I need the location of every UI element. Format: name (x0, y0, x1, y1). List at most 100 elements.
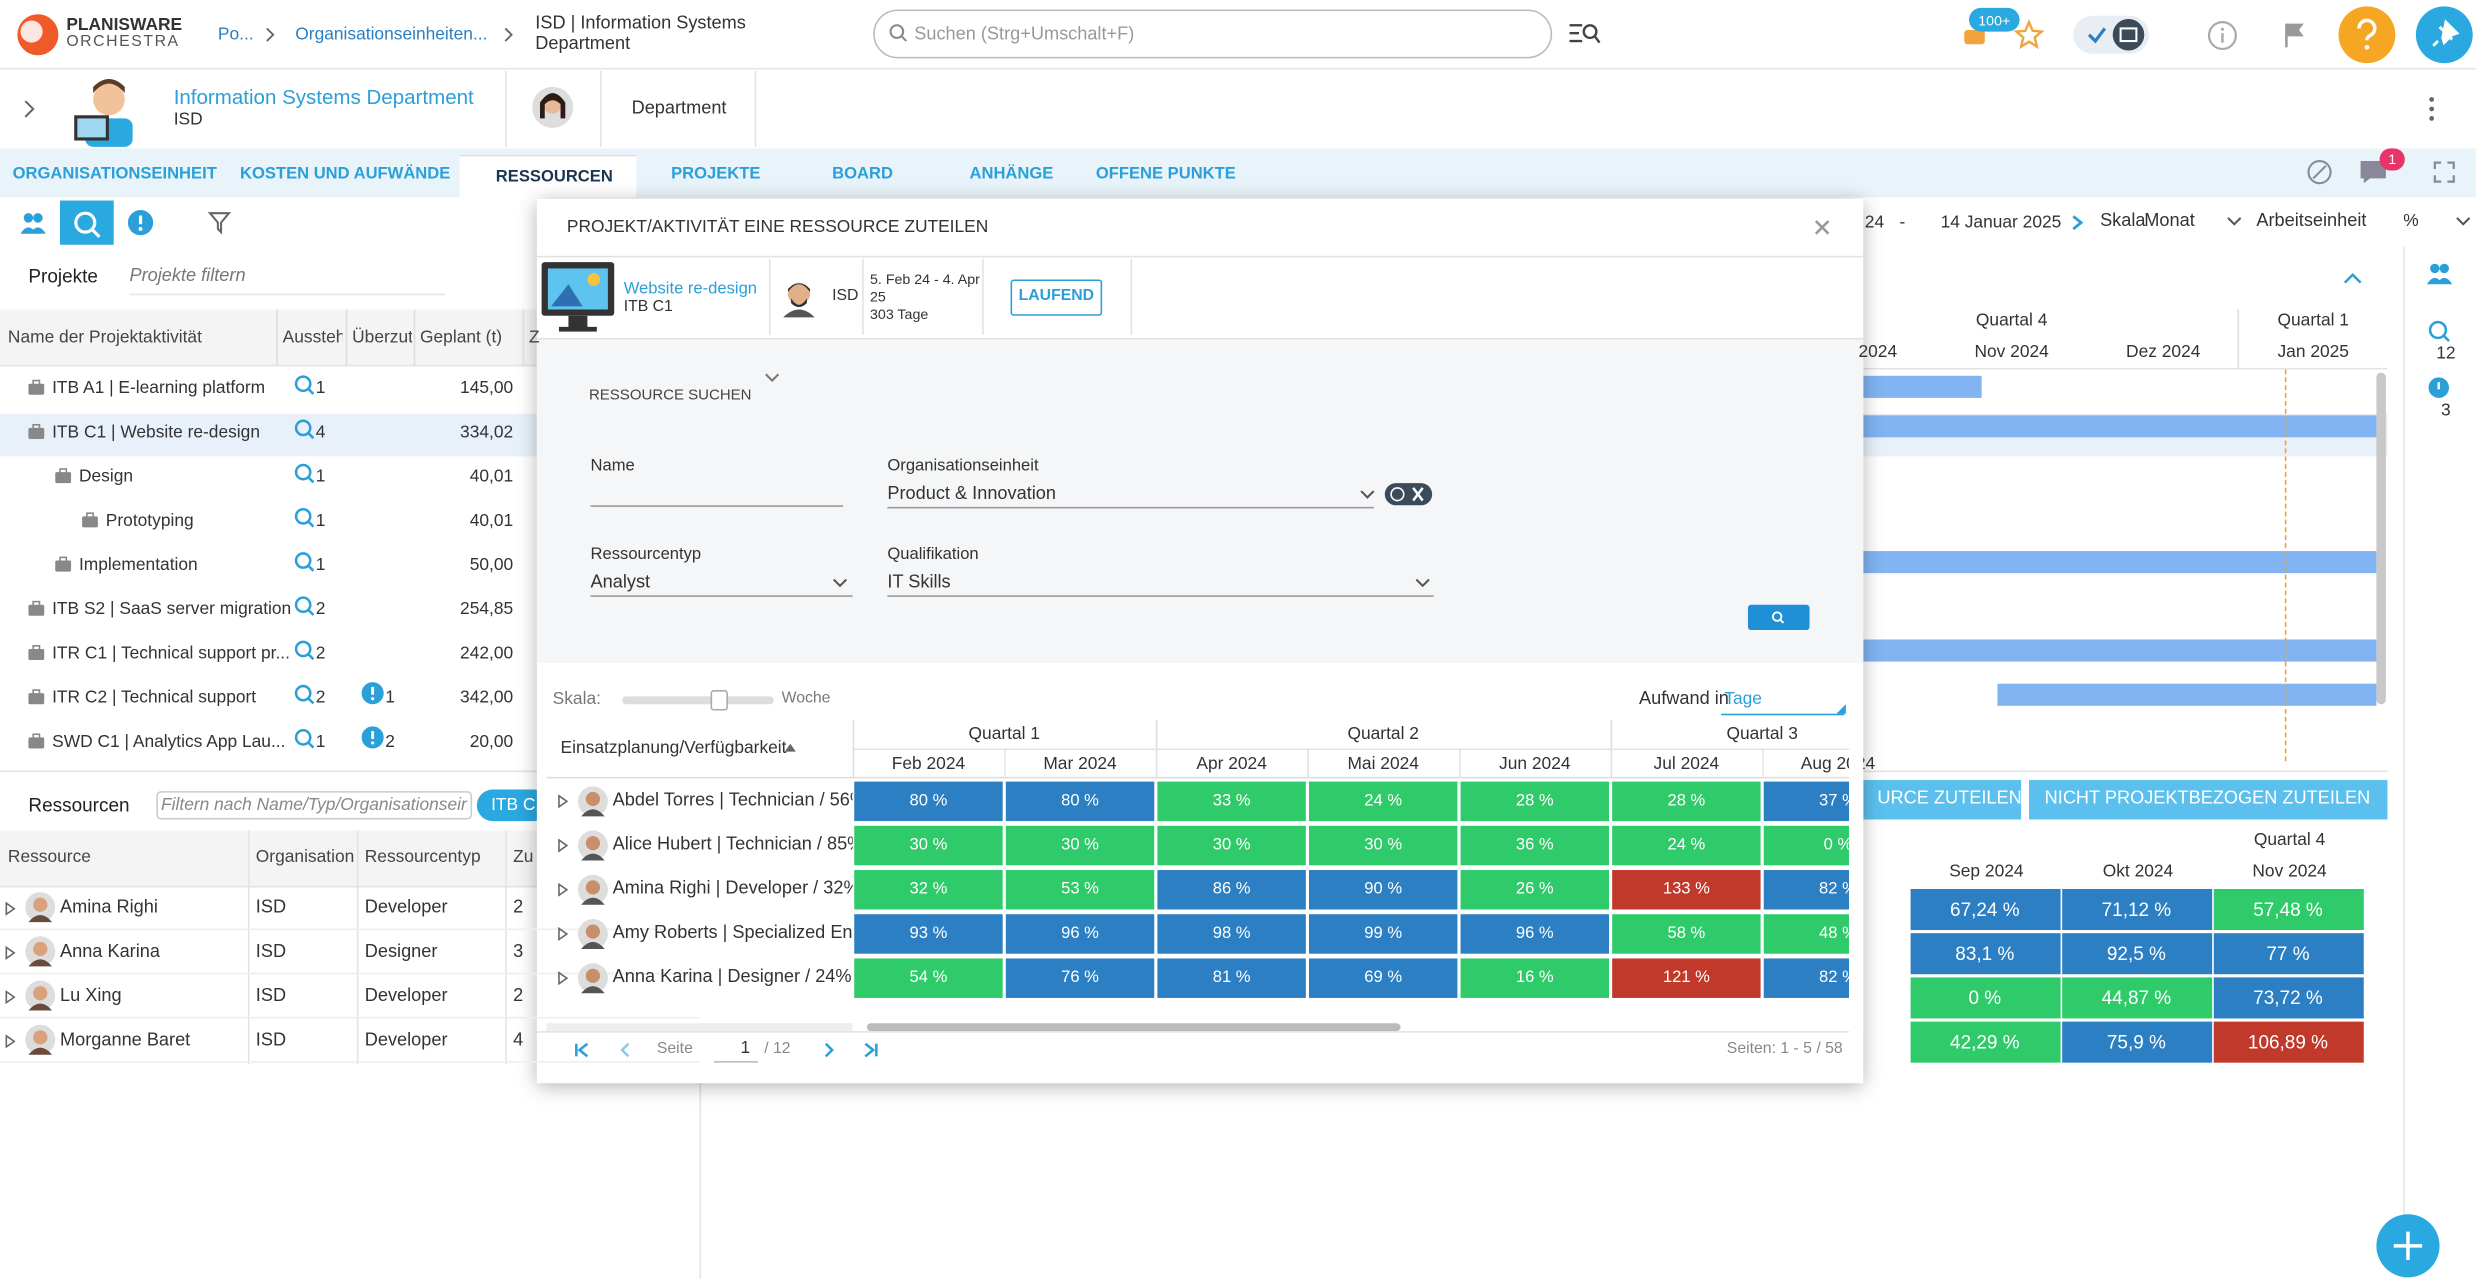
resource-avatar (578, 963, 608, 993)
column-header: Zu (513, 846, 537, 868)
tab[interactable]: KOSTEN UND AUFWÄNDE (240, 163, 450, 185)
next-icon[interactable] (2072, 215, 2085, 231)
effort-value[interactable]: Tage (1724, 688, 1762, 710)
field-label: Name (591, 455, 635, 477)
info-icon[interactable] (2207, 21, 2237, 51)
close-icon[interactable] (1814, 219, 1830, 235)
column-divider (248, 831, 250, 1065)
resource-cell: 2 (513, 985, 537, 1007)
allocation-value: 57,48 % (2253, 898, 2323, 920)
last-page[interactable] (862, 1042, 878, 1058)
page-number[interactable]: 1 (740, 1037, 750, 1059)
pending-count: 2 (316, 643, 326, 665)
pending-count: 1 (316, 466, 326, 488)
row-divider (0, 1061, 699, 1063)
allocation-value: 67,24 % (1950, 898, 2020, 920)
date: 24 (1865, 212, 1884, 234)
slider-track[interactable] (622, 696, 774, 704)
field-value[interactable]: Product & Innovation (887, 483, 1056, 505)
button-label[interactable]: NICHT PROJEKTBEZOGEN ZUTEILEN (2045, 788, 2371, 810)
field-value[interactable]: IT Skills (887, 572, 950, 594)
fullscreen-icon[interactable] (2433, 161, 2455, 183)
month: Feb 2024 (892, 753, 965, 775)
input-underline[interactable] (887, 595, 1433, 597)
panel-title: Projekte (28, 265, 98, 287)
people-icon[interactable] (19, 210, 47, 235)
divider (505, 71, 507, 147)
availability-value: 0 % (1824, 834, 1853, 856)
activity-icon (28, 734, 44, 750)
next-page[interactable] (823, 1042, 836, 1058)
activity-icon (28, 425, 44, 441)
alert-icon[interactable] (2429, 377, 2450, 398)
activity-icon (82, 513, 98, 529)
tab[interactable]: ORGANISATIONSEINHEIT (13, 163, 217, 185)
breadcrumb[interactable]: Po... (218, 24, 254, 46)
allocation-value: 106,89 % (2248, 1031, 2328, 1053)
page-input[interactable] (714, 1037, 758, 1062)
availability-value: 36 % (1516, 834, 1554, 856)
activity-icon (55, 469, 71, 485)
dropdown-icon[interactable] (2455, 216, 2471, 229)
tab-icon[interactable] (2307, 159, 2332, 184)
slider-knob[interactable] (711, 690, 728, 711)
input-underline[interactable] (591, 595, 853, 597)
tab[interactable]: RESSOURCEN (496, 166, 613, 188)
first-page[interactable] (575, 1042, 591, 1058)
allocation-value: 42,29 % (1950, 1031, 2020, 1053)
planned: 145,00 (460, 377, 513, 399)
pin-icon[interactable] (2416, 6, 2473, 63)
count: 12 (2436, 343, 2455, 365)
advanced-search-icon[interactable] (1570, 22, 1602, 44)
select-underline[interactable] (1721, 714, 1844, 716)
unit: Arbeitseinheit (2256, 210, 2366, 232)
flag-icon[interactable] (2283, 22, 2305, 47)
dropdown-icon[interactable] (1836, 704, 1845, 713)
availability-value: 54 % (910, 966, 948, 988)
dropdown-icon[interactable] (1415, 578, 1431, 589)
scrollbar (2376, 373, 2385, 705)
resource-name: Amina Righi | Developer / 32% (613, 878, 853, 900)
search-resource-icon[interactable] (2429, 321, 2451, 343)
column-header: Ressource (8, 846, 237, 868)
month: Okt 2024 (2103, 861, 2173, 883)
expand-icon (6, 947, 15, 958)
dropdown-icon[interactable] (1360, 489, 1376, 500)
help-icon[interactable] (2338, 6, 2395, 63)
quarter: Quartal 2 (1347, 723, 1418, 745)
button-label[interactable]: URCE ZUTEILEN (1877, 788, 2021, 810)
previous-page[interactable] (619, 1042, 632, 1058)
dropdown-icon[interactable] (764, 373, 780, 386)
tab[interactable]: ANHÄNGE (970, 163, 1054, 185)
tab[interactable]: BOARD (832, 163, 893, 185)
chip[interactable] (1385, 483, 1432, 505)
column-divider (346, 309, 348, 366)
input-underline[interactable] (887, 507, 1373, 509)
column-header: Einsatzplanung/Verfügbarkeit (561, 737, 787, 759)
collapse-icon[interactable] (2343, 272, 2362, 285)
resource-cell: 2 (513, 897, 537, 919)
availability-value: 69 % (1364, 966, 1402, 988)
activity-name: ITB C1 | Website re-design (52, 422, 260, 444)
expand-chevron[interactable] (24, 99, 37, 118)
month: Aug 2024 (1801, 753, 1875, 775)
field-value[interactable]: Analyst (591, 572, 651, 594)
resource-name: Anna Karina (60, 941, 242, 963)
scale-value: Monat (2144, 210, 2194, 232)
add-button[interactable] (2376, 1214, 2439, 1277)
people-icon[interactable] (2427, 262, 2452, 284)
project-org: ISD (832, 286, 858, 308)
dropdown-icon[interactable] (832, 578, 848, 589)
alert-icon[interactable] (128, 210, 153, 235)
pending-icon (294, 418, 316, 440)
more-icon[interactable] (2427, 96, 2436, 121)
input-underline[interactable] (591, 505, 844, 507)
breadcrumb[interactable]: Organisationseinheiten... (295, 24, 487, 46)
dropdown-icon[interactable] (2226, 216, 2242, 229)
divider (537, 1031, 1863, 1033)
scale-unit: Woche (782, 688, 831, 710)
tab[interactable]: PROJEKTE (671, 163, 760, 185)
favorite-icon[interactable] (2015, 21, 2043, 49)
filter-icon[interactable] (208, 212, 230, 234)
tab[interactable]: OFFENE PUNKTE (1096, 163, 1236, 185)
